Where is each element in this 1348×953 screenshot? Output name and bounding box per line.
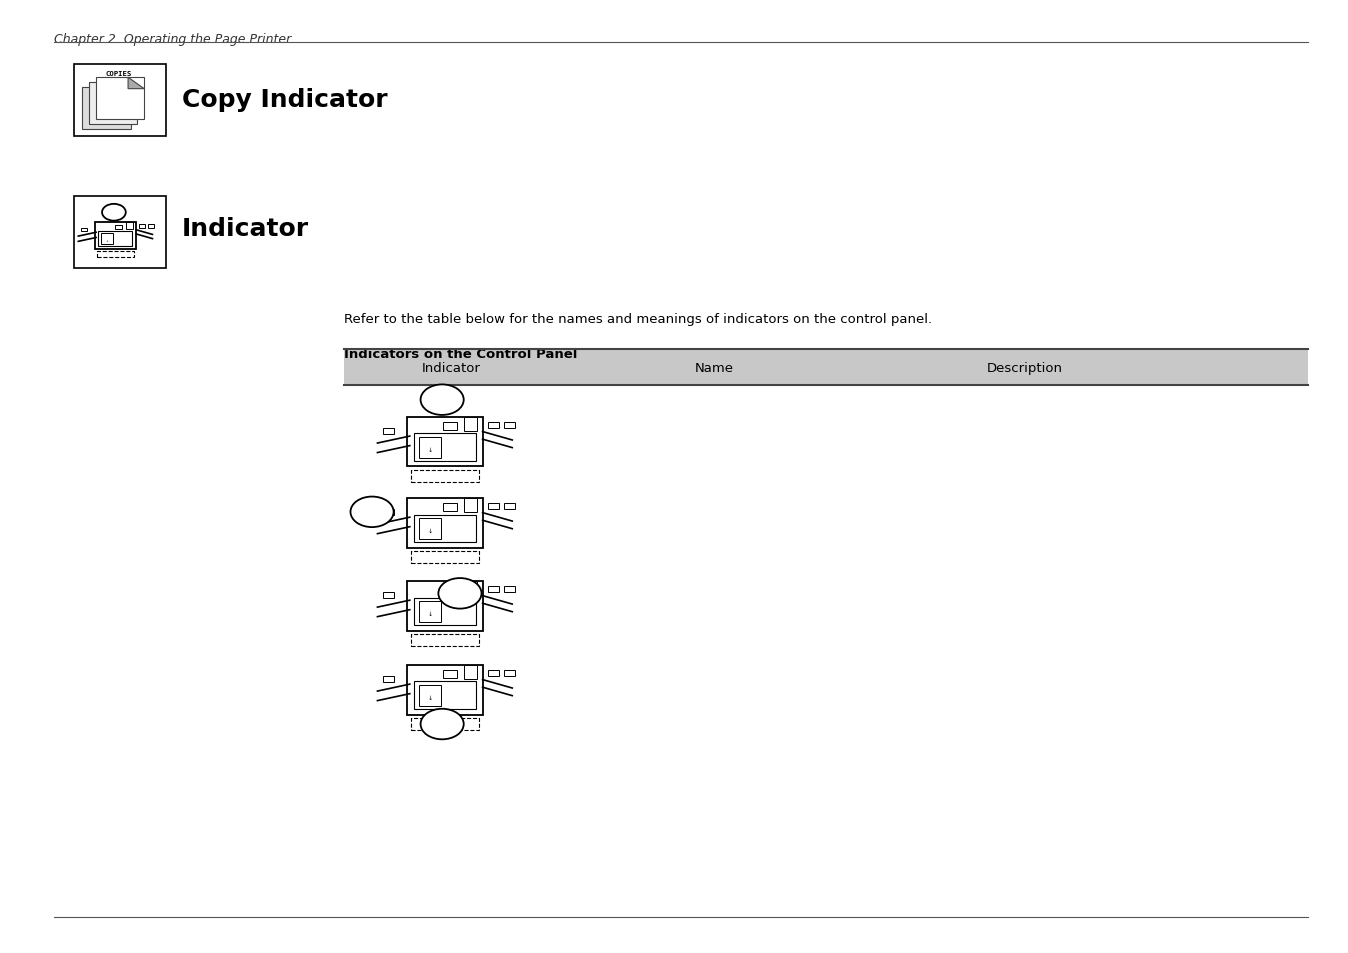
FancyBboxPatch shape — [464, 665, 477, 679]
FancyBboxPatch shape — [411, 719, 479, 730]
Text: ↓: ↓ — [427, 612, 433, 617]
FancyBboxPatch shape — [383, 676, 394, 682]
FancyBboxPatch shape — [419, 518, 441, 539]
FancyBboxPatch shape — [101, 233, 113, 245]
Text: ↓: ↓ — [105, 238, 109, 242]
FancyBboxPatch shape — [443, 670, 457, 678]
FancyBboxPatch shape — [464, 417, 477, 431]
Text: Indicator: Indicator — [182, 216, 309, 241]
Text: Description: Description — [987, 361, 1062, 375]
FancyBboxPatch shape — [504, 586, 515, 593]
FancyBboxPatch shape — [504, 670, 515, 677]
FancyBboxPatch shape — [411, 471, 479, 482]
FancyBboxPatch shape — [414, 515, 476, 542]
FancyBboxPatch shape — [407, 581, 483, 631]
Circle shape — [421, 709, 464, 740]
FancyBboxPatch shape — [383, 428, 394, 435]
FancyBboxPatch shape — [139, 225, 146, 229]
Text: Name: Name — [696, 361, 733, 375]
Text: ↓: ↓ — [427, 529, 433, 534]
Circle shape — [421, 385, 464, 416]
FancyBboxPatch shape — [411, 635, 479, 646]
FancyBboxPatch shape — [419, 601, 441, 622]
FancyBboxPatch shape — [97, 252, 133, 258]
Text: Copy Indicator: Copy Indicator — [182, 88, 388, 112]
FancyBboxPatch shape — [414, 434, 476, 461]
FancyBboxPatch shape — [74, 65, 166, 137]
FancyBboxPatch shape — [148, 225, 154, 229]
FancyBboxPatch shape — [504, 503, 515, 510]
FancyBboxPatch shape — [443, 586, 457, 594]
Polygon shape — [128, 78, 144, 90]
FancyBboxPatch shape — [82, 88, 131, 130]
FancyBboxPatch shape — [414, 598, 476, 625]
FancyBboxPatch shape — [488, 422, 499, 429]
FancyBboxPatch shape — [383, 592, 394, 598]
FancyBboxPatch shape — [443, 503, 457, 511]
Text: Indicators on the Control Panel: Indicators on the Control Panel — [344, 348, 577, 361]
FancyBboxPatch shape — [115, 225, 123, 230]
Text: Refer to the table below for the names and meanings of indicators on the control: Refer to the table below for the names a… — [344, 313, 931, 326]
FancyBboxPatch shape — [94, 222, 136, 250]
Text: ↓: ↓ — [427, 448, 433, 453]
FancyBboxPatch shape — [407, 665, 483, 715]
Circle shape — [350, 497, 394, 528]
FancyBboxPatch shape — [464, 581, 477, 595]
FancyBboxPatch shape — [89, 83, 137, 125]
FancyBboxPatch shape — [344, 350, 1308, 386]
FancyBboxPatch shape — [125, 223, 133, 230]
FancyBboxPatch shape — [407, 417, 483, 467]
FancyBboxPatch shape — [407, 498, 483, 548]
FancyBboxPatch shape — [96, 78, 144, 120]
FancyBboxPatch shape — [443, 422, 457, 430]
FancyBboxPatch shape — [74, 196, 166, 269]
FancyBboxPatch shape — [383, 509, 394, 516]
Text: COPIES: COPIES — [105, 71, 131, 76]
Circle shape — [102, 205, 125, 221]
FancyBboxPatch shape — [414, 681, 476, 709]
FancyBboxPatch shape — [98, 232, 132, 247]
FancyBboxPatch shape — [419, 685, 441, 706]
Text: Indicator: Indicator — [422, 361, 481, 375]
FancyBboxPatch shape — [411, 552, 479, 563]
FancyBboxPatch shape — [464, 498, 477, 512]
FancyBboxPatch shape — [488, 503, 499, 510]
FancyBboxPatch shape — [488, 670, 499, 677]
Text: ↓: ↓ — [427, 696, 433, 700]
FancyBboxPatch shape — [488, 586, 499, 593]
FancyBboxPatch shape — [81, 229, 88, 232]
Circle shape — [438, 578, 481, 609]
Text: Chapter 2  Operating the Page Printer: Chapter 2 Operating the Page Printer — [54, 33, 291, 47]
FancyBboxPatch shape — [504, 422, 515, 429]
FancyBboxPatch shape — [419, 437, 441, 458]
